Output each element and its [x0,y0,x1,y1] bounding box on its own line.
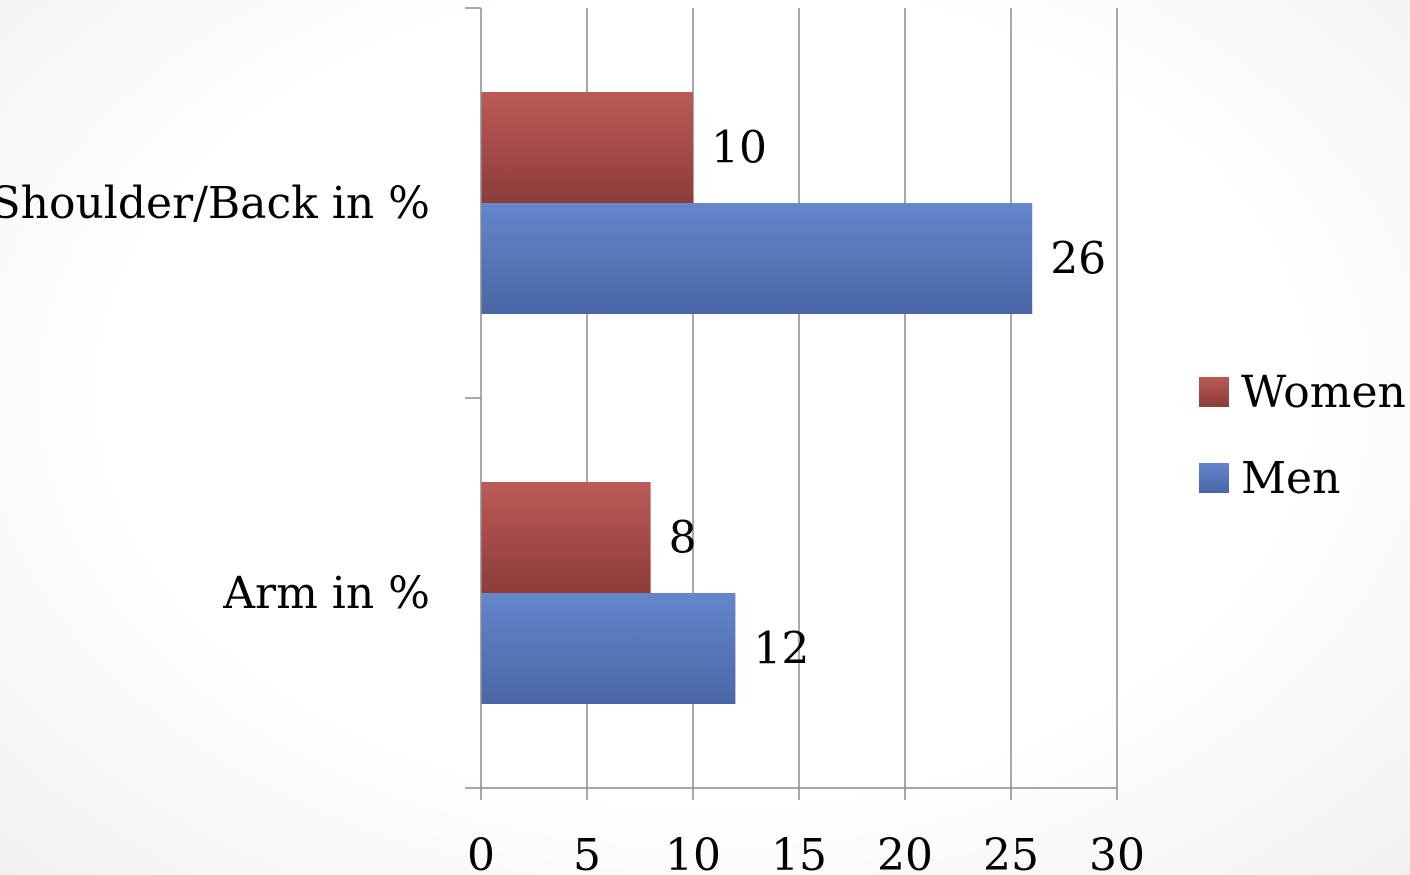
data-label-men-0: 12 [753,624,809,675]
x-tick-label-20: 20 [877,830,933,875]
legend-label-women: Women [1241,367,1406,418]
bar-women-0 [481,482,651,593]
bar-women-1 [481,92,693,203]
legend-swatch-men [1199,463,1229,493]
data-label-women-0: 8 [669,513,697,564]
bar-men-0 [481,593,736,704]
labels: 0 5 10 15 20 25 30 Arm in % 8 12 Shoulder/Back in … [0,123,1145,875]
x-tick-label-30: 30 [1089,830,1145,875]
category-label: Arm in % [222,568,430,619]
x-tick-label-25: 25 [983,830,1039,875]
bars [481,92,1033,704]
legend: Women Men [1199,367,1406,504]
axes [465,7,1118,800]
data-label-women-1: 10 [711,123,767,174]
data-label-men-1: 26 [1050,234,1106,285]
legend-label-men: Men [1241,453,1340,504]
x-tick-label-5: 5 [573,830,601,875]
category-label: Shoulder/Back in % [0,178,430,229]
x-tick-label-0: 0 [467,830,495,875]
x-tick-label-10: 10 [665,830,721,875]
legend-swatch-women [1199,377,1229,407]
x-tick-label-15: 15 [771,830,827,875]
bar-men-1 [481,203,1033,314]
